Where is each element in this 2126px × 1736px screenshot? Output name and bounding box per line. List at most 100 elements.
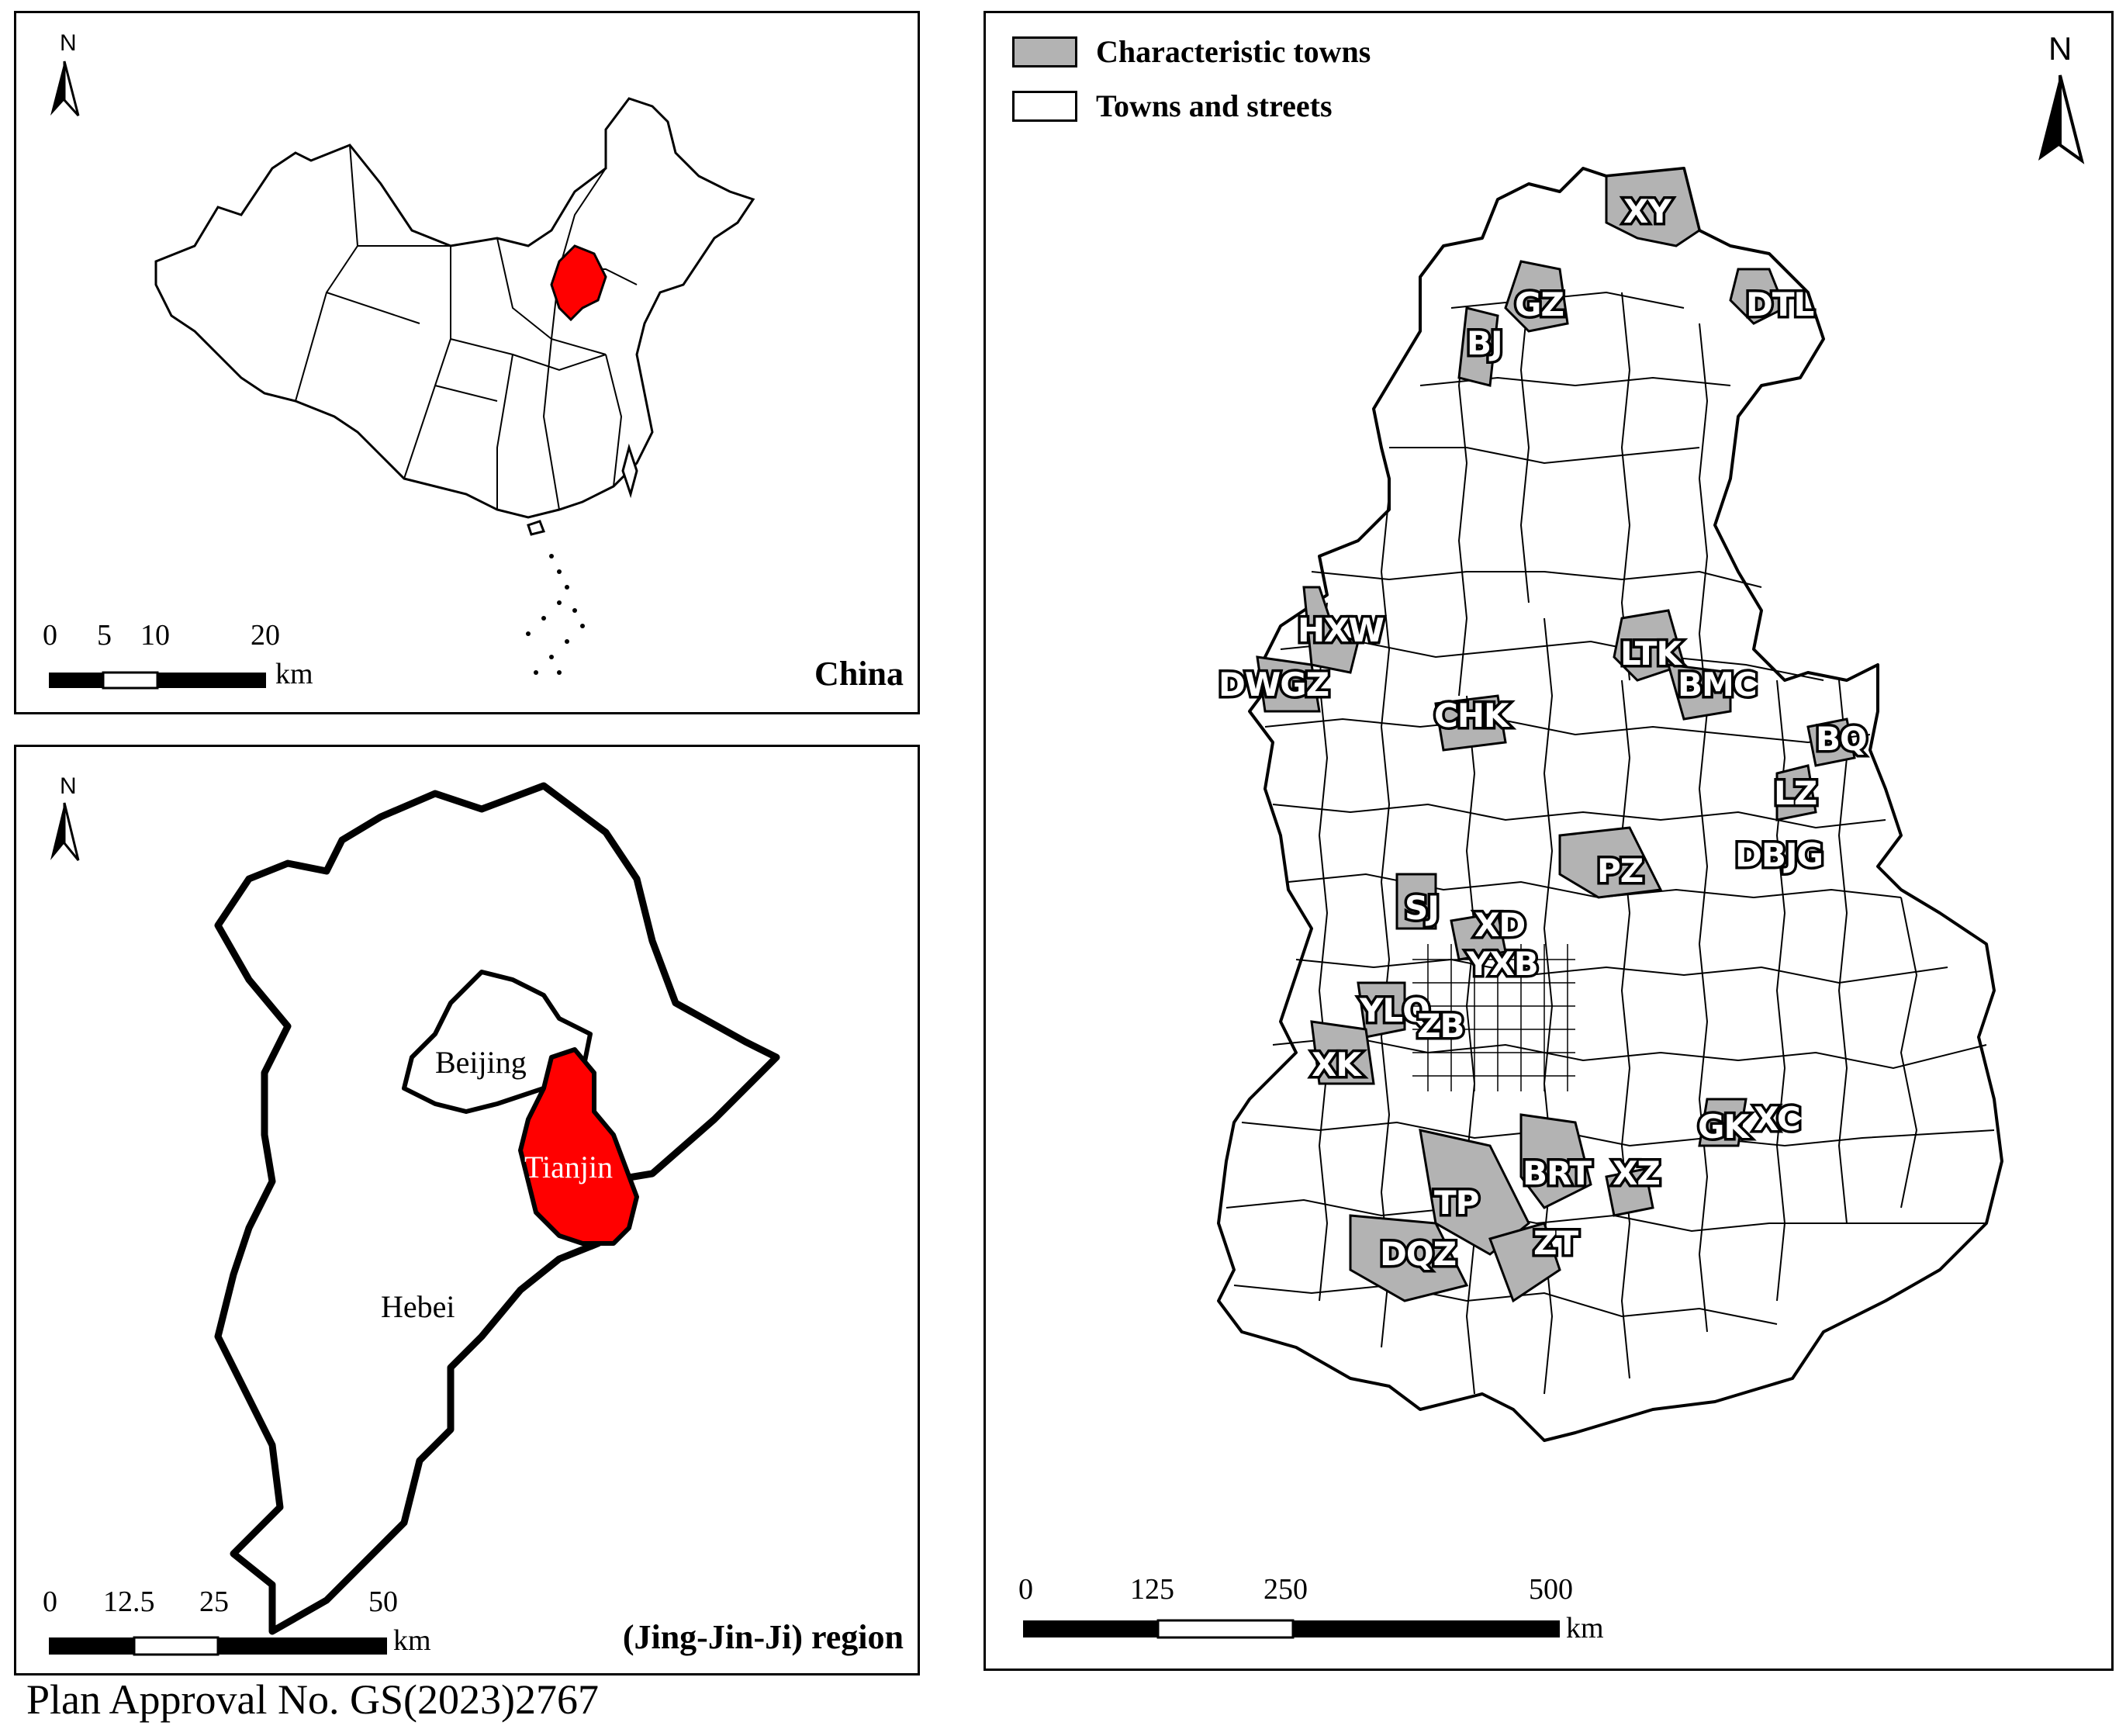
town-label-ylq: YLQ: [1359, 991, 1429, 1029]
north-label: N: [60, 773, 77, 799]
north-arrow-icon: N: [2038, 30, 2085, 164]
town-label-dqz: DQZ: [1380, 1235, 1456, 1273]
town-label-dwgz: DWGZ: [1219, 666, 1329, 704]
scale-tick-125: 125: [1130, 1573, 1174, 1606]
china-outline: [154, 97, 755, 519]
town-label-bj: BJ: [1467, 324, 1502, 362]
jingjinji-map: N Beijing Tianjin Hebei: [49, 773, 780, 1656]
legend-label: Towns and streets: [1096, 88, 1333, 123]
characteristic-towns: [1256, 167, 1856, 1303]
north-label: N: [2048, 30, 2072, 67]
legend-item-towns-and-streets: Towns and streets: [1012, 88, 1333, 124]
scale-unit: km: [393, 1624, 431, 1657]
town-shape-sj: [1395, 873, 1437, 930]
town-shape-bq: [1806, 718, 1856, 767]
town-label-bq: BQ: [1816, 720, 1867, 758]
town-label-xk: XK: [1312, 1046, 1362, 1084]
town-label-ltk: LTK: [1620, 635, 1682, 673]
town-shape-ylq: [1357, 981, 1406, 1039]
scale-tick-5: 5: [97, 619, 112, 652]
panel-title-jjj: (Jing-Jin-Ji) region: [622, 1618, 904, 1656]
town-label-xy: XY: [1623, 192, 1671, 230]
town-boundaries: [1225, 291, 1995, 1395]
scale-tick-500: 500: [1529, 1573, 1573, 1606]
north-arrow-icon: N: [50, 30, 80, 117]
scale-tick-10: 10: [140, 619, 170, 652]
town-shape-dwgz: [1256, 655, 1321, 713]
jingjinji-highlight: [550, 244, 607, 322]
town-shape-bj: [1457, 306, 1499, 387]
town-shape-xd: [1450, 911, 1507, 961]
legend-item-characteristic-towns: Characteristic towns: [1012, 33, 1371, 70]
town-shape-dqz: [1349, 1214, 1469, 1302]
town-shape-pz: [1558, 826, 1663, 899]
town-label-sj: SJ: [1405, 889, 1439, 927]
town-label-hxw: HXW: [1298, 611, 1384, 649]
town-shape-gk: [1698, 1098, 1747, 1147]
town-shape-xk: [1310, 1020, 1375, 1085]
province-borders: [295, 144, 638, 510]
scale-tick-250: 250: [1264, 1573, 1308, 1606]
scale-tick-12-5: 12.5: [103, 1586, 155, 1618]
scale-tick-0: 0: [43, 619, 57, 652]
legend-swatch-white: [1012, 90, 1077, 122]
town-label-xd: XD: [1474, 906, 1525, 944]
town-shape-xy: [1605, 167, 1701, 247]
north-arrow-icon: N: [50, 773, 80, 861]
town-label-bmc: BMC: [1678, 666, 1757, 704]
town-label-lz: LZ: [1774, 774, 1817, 812]
jingjinji-map-panel: N Beijing Tianjin Hebei 0 12.5 25 50 km …: [14, 745, 920, 1675]
scale-tick-0: 0: [1018, 1573, 1033, 1606]
region-label-hebei: Hebei: [381, 1289, 455, 1324]
scale-tick-20: 20: [251, 619, 280, 652]
panel-title-china: China: [814, 655, 904, 693]
scale-tick-0: 0: [43, 1586, 57, 1618]
town-labels: XY GZ DTL BJ HXW DWGZ LTK BMC CHK BQ LZ …: [1216, 190, 1871, 1276]
beijing-outline: [402, 970, 593, 1114]
town-label-xc: XC: [1754, 1100, 1800, 1138]
town-label-dbjg: DBJG: [1735, 836, 1823, 874]
north-label: N: [60, 30, 77, 56]
urban-core-grid: [1412, 944, 1575, 1091]
hebei-outline: [214, 782, 780, 1635]
scale-bar: [1023, 1619, 1560, 1639]
town-shape-zt: [1488, 1222, 1561, 1303]
tianjin-towns-map-panel: Characteristic towns Towns and streets N: [983, 11, 2114, 1671]
town-label-chk: CHK: [1434, 697, 1510, 735]
town-label-xz: XZ: [1613, 1154, 1660, 1192]
town-label-dtl: DTL: [1746, 285, 1814, 323]
legend-label: Characteristic towns: [1096, 34, 1371, 69]
scale-tick-50: 50: [368, 1586, 398, 1618]
south-china-sea-islands: [526, 554, 585, 675]
town-shape-bmc: [1666, 663, 1732, 721]
town-shape-dtl: [1729, 268, 1786, 325]
town-label-zt: ZT: [1533, 1224, 1578, 1262]
town-shape-xz: [1605, 1167, 1654, 1217]
tianjin-highlight: [518, 1047, 639, 1246]
town-label-gz: GZ: [1515, 285, 1564, 323]
town-shape-gz: [1504, 260, 1569, 333]
china-map: N: [49, 30, 755, 690]
tianjin-towns-map: N: [1023, 30, 2085, 1639]
town-label-brt: BRT: [1523, 1154, 1592, 1192]
plan-approval-caption: Plan Approval No. GS(2023)2767: [26, 1676, 599, 1723]
town-shape-lz: [1775, 764, 1817, 821]
legend-swatch-gray: [1012, 36, 1077, 67]
scale-bar: [49, 671, 266, 690]
scale-bar: [49, 1636, 387, 1656]
region-label-beijing: Beijing: [435, 1045, 527, 1080]
town-shape-chk: [1434, 694, 1507, 752]
scale-unit: km: [275, 658, 313, 690]
region-label-tianjin: Tianjin: [524, 1150, 613, 1184]
town-shape-ltk: [1613, 609, 1685, 682]
scale-tick-25: 25: [199, 1586, 229, 1618]
tianjin-outline: [1217, 167, 2003, 1442]
town-shape-brt: [1519, 1113, 1592, 1209]
town-label-yxb: YXB: [1466, 945, 1538, 983]
china-map-panel: N: [14, 11, 920, 714]
scale-unit: km: [1566, 1612, 1604, 1644]
town-label-gk: GK: [1698, 1108, 1750, 1146]
town-label-zb: ZB: [1417, 1007, 1464, 1045]
town-label-pz: PZ: [1597, 852, 1643, 890]
town-label-tp: TP: [1434, 1184, 1479, 1222]
